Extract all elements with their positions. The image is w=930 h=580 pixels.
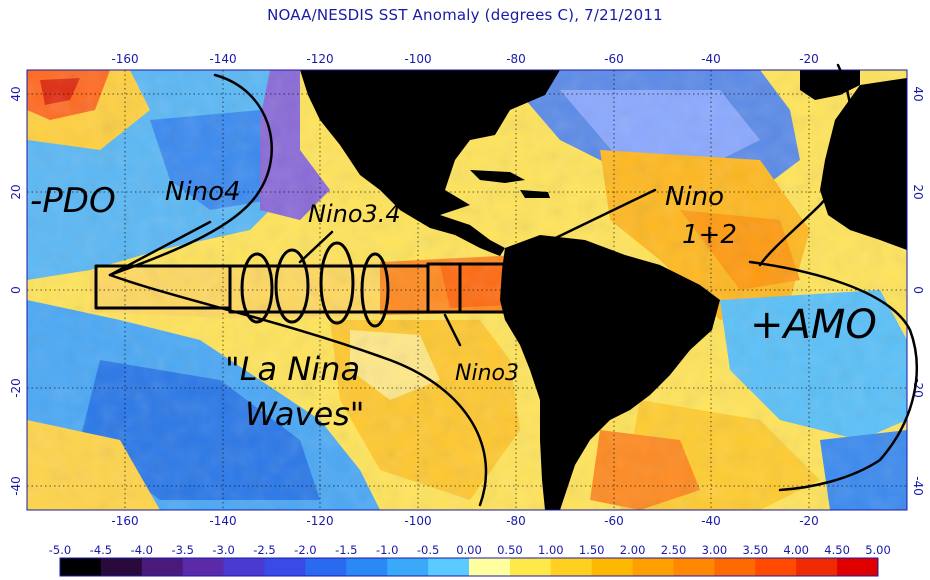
colorbar-label: -3.0 — [212, 543, 234, 557]
colorbar-label: -2.5 — [253, 543, 275, 557]
hand-annotations — [94, 63, 918, 507]
lat-tick-label: -40 — [911, 476, 925, 496]
colorbar-swatch — [469, 558, 511, 576]
colorbar-swatch — [305, 558, 347, 576]
lon-tick-label: -140 — [209, 52, 236, 66]
land-mass — [300, 70, 907, 510]
lon-tick-label: -120 — [306, 52, 333, 66]
colorbar: -5.0 -4.5 -4.0 -3.5 -3.0 -2.5 -2.0 -1.5 -1.0 -0.5… — [49, 543, 891, 577]
colorbar-label: -2.0 — [294, 543, 316, 557]
colorbar-swatch — [632, 558, 674, 576]
colorbar-swatch — [60, 558, 102, 576]
lon-tick-label: -60 — [604, 514, 624, 528]
lat-tick-label: 20 — [9, 184, 23, 199]
wave-oval — [360, 252, 390, 328]
lat-tick-label: 40 — [9, 86, 23, 101]
lon-tick-label: -20 — [799, 514, 819, 528]
nino3-box — [426, 262, 516, 314]
colorbar-label: 1.50 — [579, 543, 605, 557]
colorbar-label: -4.5 — [90, 543, 112, 557]
colorbar-swatch — [755, 558, 797, 576]
colorbar-label: 2.00 — [620, 543, 646, 557]
colorbar-label: 4.00 — [783, 543, 809, 557]
colorbar-label: 0.00 — [456, 543, 482, 557]
lon-tick-label: -80 — [506, 514, 526, 528]
colorbar-label: 4.50 — [824, 543, 850, 557]
lat-ticks-right: 40 20 0 -20 -40 — [911, 86, 925, 495]
map-title: NOAA/NESDIS SST Anomaly (degrees C), 7/2… — [267, 6, 663, 24]
wave-oval — [274, 248, 310, 324]
colorbar-label: 5.00 — [865, 543, 891, 557]
colorbar-swatch — [387, 558, 429, 576]
colorbar-label: 0.50 — [497, 543, 523, 557]
colorbar-swatch — [100, 558, 143, 576]
lat-tick-label: 0 — [9, 286, 23, 294]
colorbar-label: 2.50 — [661, 543, 687, 557]
lon-tick-label: -100 — [404, 52, 431, 66]
lat-tick-label: -40 — [9, 476, 23, 496]
lat-ticks-left: 40 20 0 -20 -40 — [9, 86, 23, 495]
lon-tick-label: -80 — [506, 52, 526, 66]
colorbar-label: -1.0 — [376, 543, 398, 557]
colorbar-swatch — [591, 558, 634, 576]
lat-tick-label: 20 — [911, 184, 925, 199]
colorbar-swatch — [141, 558, 184, 576]
graticule — [27, 70, 907, 510]
colorbar-frame — [59, 557, 879, 577]
annotation-nino12-line2: 1+2 — [682, 220, 737, 250]
annotation-nino34: Nino3.4 — [308, 200, 401, 228]
colorbar-label: -3.5 — [171, 543, 193, 557]
colorbar-swatch — [673, 558, 715, 576]
colorbar-swatch — [509, 558, 552, 576]
colorbar-label: -5.0 — [49, 543, 71, 557]
annotation-lanina-line2: Waves" — [245, 395, 365, 433]
annotation-nino4: Nino4 — [165, 177, 241, 207]
lon-tick-label: -20 — [799, 52, 819, 66]
wave-oval — [240, 252, 274, 324]
colorbar-swatch — [837, 558, 879, 576]
wave-oval — [319, 241, 355, 325]
annotation-lanina-line1: "La Nina — [225, 350, 360, 388]
colorbar-swatch — [182, 558, 225, 576]
lon-ticks-top: -160 -140 -120 -100 -80 -60 -40 -20 — [111, 52, 818, 66]
annotation-amo: +AMO — [750, 302, 877, 348]
lon-tick-label: -40 — [701, 52, 721, 66]
colorbar-swatch — [796, 558, 838, 576]
annotation-labels: -PDO Nino4 Nino3.4 Nino 1+2 Nino3 "La Ni… — [30, 177, 877, 433]
colorbar-swatch — [264, 558, 306, 576]
lat-tick-label: 0 — [911, 286, 925, 294]
sst-field — [27, 70, 907, 510]
lon-tick-label: -100 — [404, 514, 431, 528]
colorbar-label: -0.5 — [417, 543, 439, 557]
lon-tick-label: -60 — [604, 52, 624, 66]
annotation-pdo: -PDO — [30, 181, 116, 221]
lon-ticks-bottom: -160 -140 -120 -100 -80 -60 -40 -20 — [111, 514, 818, 528]
lon-tick-label: -160 — [111, 52, 138, 66]
colorbar-label: 3.00 — [702, 543, 728, 557]
lat-tick-label: 40 — [911, 86, 925, 101]
lon-tick-label: -140 — [209, 514, 236, 528]
colorbar-label: 3.50 — [742, 543, 768, 557]
colorbar-swatch — [346, 558, 388, 576]
plot-frame — [26, 69, 908, 511]
lat-tick-label: -20 — [9, 378, 23, 398]
colorbar-label: -4.0 — [131, 543, 153, 557]
colorbar-swatch — [714, 558, 756, 576]
colorbar-swatch — [428, 558, 470, 576]
lon-tick-label: -40 — [701, 514, 721, 528]
lon-tick-label: -160 — [111, 514, 138, 528]
colorbar-label: 1.00 — [538, 543, 564, 557]
annotation-nino3: Nino3 — [455, 361, 519, 386]
lon-tick-label: -120 — [306, 514, 333, 528]
colorbar-label: -1.5 — [335, 543, 357, 557]
colorbar-swatch — [550, 558, 593, 576]
colorbar-swatch — [223, 558, 265, 576]
annotation-nino12-line1: Nino — [665, 182, 724, 212]
